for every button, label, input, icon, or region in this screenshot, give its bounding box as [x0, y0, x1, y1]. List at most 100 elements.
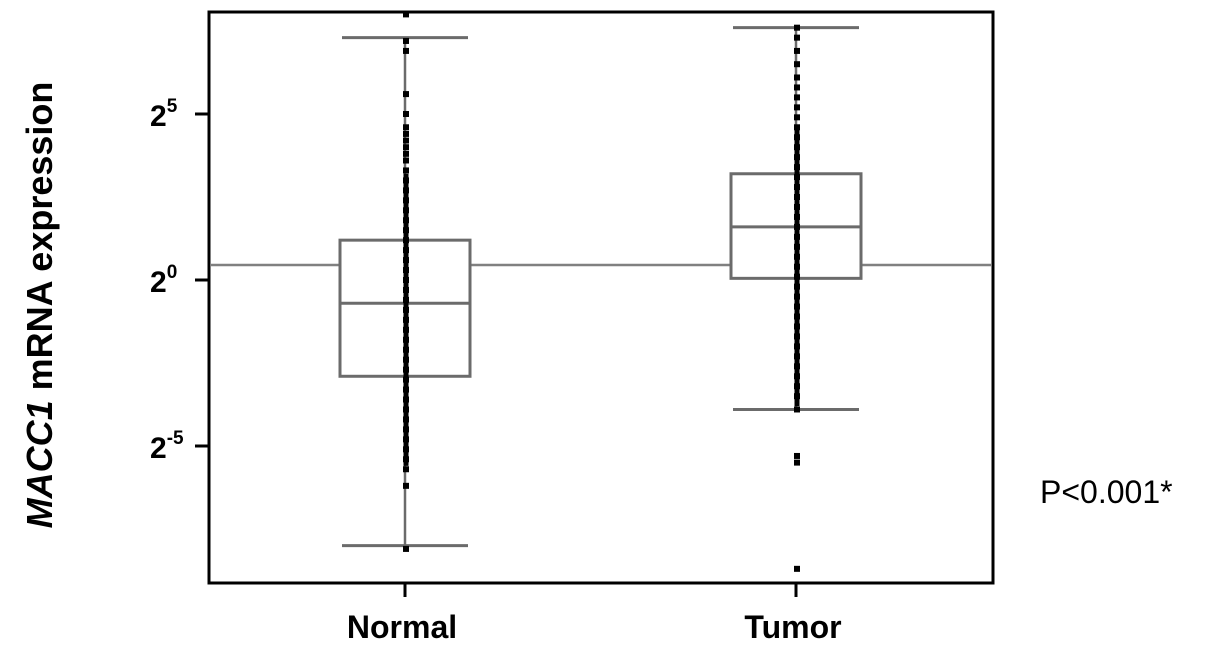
data-point-normal	[403, 466, 409, 473]
data-point-tumor	[794, 303, 800, 310]
data-point-normal	[403, 167, 409, 174]
data-point-normal	[403, 37, 409, 44]
data-point-normal	[403, 150, 409, 157]
data-point-normal	[403, 436, 409, 443]
data-point-normal	[403, 237, 409, 244]
data-point-normal	[403, 346, 409, 353]
data-point-tumor	[794, 134, 800, 141]
data-point-normal	[403, 177, 409, 184]
boxes-group	[338, 26, 863, 548]
data-point-normal	[403, 197, 409, 204]
data-point-tumor	[794, 293, 800, 300]
y-axis-title-gene: MACC1	[19, 400, 60, 528]
data-point-tumor	[794, 144, 800, 151]
data-point-tumor	[794, 452, 800, 459]
data-point-normal	[403, 386, 409, 393]
data-point-tumor	[794, 34, 800, 41]
y-tick-label: 25	[150, 96, 178, 133]
data-point-normal	[403, 456, 409, 463]
data-point-tumor	[794, 164, 800, 171]
data-point-normal	[403, 137, 409, 144]
p-value-annotation: P<0.001*	[1040, 474, 1173, 510]
data-point-tumor	[794, 283, 800, 290]
data-point-tumor	[794, 47, 800, 54]
data-point-normal	[403, 366, 409, 373]
data-point-normal	[403, 277, 409, 283]
data-point-tumor	[794, 263, 800, 270]
data-point-normal	[403, 227, 409, 234]
plot-frame	[207, 10, 995, 585]
data-point-tumor	[794, 61, 800, 68]
data-point-normal	[403, 416, 409, 423]
data-point-normal	[403, 130, 409, 137]
data-point-tumor	[794, 406, 800, 413]
data-point-normal	[403, 306, 409, 313]
data-point-normal	[403, 326, 409, 333]
data-point-tumor	[794, 243, 800, 250]
data-point-tumor	[794, 24, 800, 31]
data-point-tumor	[794, 94, 800, 101]
data-point-tumor	[794, 203, 800, 210]
points-group	[403, 11, 800, 572]
data-point-tumor	[794, 194, 800, 200]
data-point-normal	[403, 91, 409, 98]
y-ticks-group: 25 20 2-5	[150, 96, 209, 465]
data-point-normal	[403, 545, 409, 552]
data-point-normal	[403, 356, 409, 363]
data-point-normal	[403, 187, 409, 194]
data-point-normal	[403, 47, 409, 54]
data-point-tumor	[794, 223, 800, 230]
y-tick-label: 20	[150, 262, 177, 299]
data-point-normal	[403, 316, 409, 323]
y-tick-label: 2-5	[150, 428, 184, 465]
data-point-normal	[403, 482, 409, 489]
data-point-tumor	[794, 333, 800, 340]
x-ticks-group: Normal Tumor	[347, 583, 842, 645]
data-point-tumor	[794, 363, 800, 370]
data-point-tumor	[794, 253, 800, 260]
data-point-tumor	[794, 273, 800, 280]
data-point-normal	[403, 267, 409, 274]
y-axis-title-text	[19, 390, 60, 400]
data-point-normal	[403, 406, 409, 413]
y-axis-title-rest: mRNA expression	[19, 82, 60, 391]
data-point-normal	[403, 296, 409, 303]
data-point-tumor	[794, 459, 800, 466]
data-point-normal	[403, 257, 409, 264]
data-point-tumor	[794, 233, 800, 240]
data-point-normal	[403, 144, 409, 151]
data-point-tumor	[794, 104, 800, 111]
data-point-tumor	[794, 313, 800, 320]
data-point-tumor	[794, 114, 800, 121]
data-point-normal	[403, 286, 409, 293]
data-point-normal	[403, 111, 409, 117]
data-point-normal	[403, 376, 409, 383]
data-point-tumor	[794, 174, 800, 181]
data-point-tumor	[794, 373, 800, 380]
data-point-tumor	[794, 565, 800, 572]
data-point-tumor	[794, 383, 800, 390]
data-point-normal	[403, 124, 409, 131]
data-point-normal	[403, 396, 409, 403]
data-point-tumor	[794, 353, 800, 360]
data-point-normal	[403, 336, 409, 343]
data-point-normal	[403, 157, 409, 164]
x-tick-label-normal: Normal	[347, 609, 457, 645]
data-point-tumor	[794, 343, 800, 350]
data-point-normal	[403, 217, 409, 224]
data-point-normal	[403, 446, 409, 453]
data-point-tumor	[794, 124, 800, 131]
data-point-tumor	[794, 393, 800, 400]
data-point-tumor	[794, 213, 800, 220]
y-axis-title: MACC1 mRNA expression	[19, 82, 60, 529]
data-point-tumor	[794, 74, 800, 81]
data-point-tumor	[794, 184, 800, 191]
data-point-tumor	[794, 323, 800, 330]
data-point-normal	[403, 11, 409, 18]
data-point-tumor	[794, 84, 800, 91]
data-point-normal	[403, 426, 409, 433]
data-point-normal	[403, 247, 409, 254]
data-point-normal	[403, 207, 409, 214]
data-point-tumor	[794, 154, 800, 161]
